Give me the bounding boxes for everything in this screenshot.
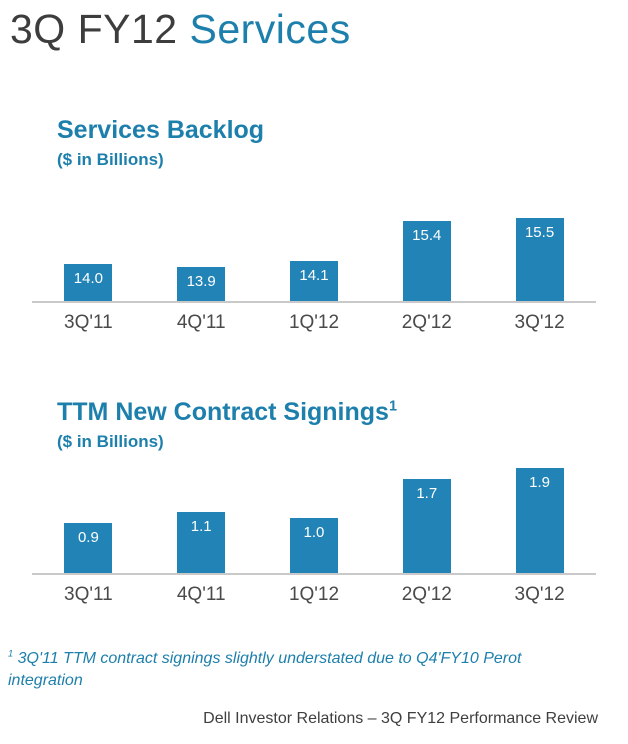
bar: 1.7 [402,479,451,573]
category-label: 1Q'12 [288,584,340,605]
bar: 13.9 [177,267,226,301]
bar-slot: 14.1 [258,203,371,301]
bar-value-label: 15.5 [524,224,555,241]
bar: 1.0 [289,518,338,573]
bar: 15.4 [402,221,451,301]
bar-value-label: 1.9 [529,474,550,491]
bar: 0.9 [64,523,113,573]
bar-slot: 1.7 [370,463,483,573]
page-title-dark: 3Q FY12 [10,6,178,52]
bar-slot: 14.0 [32,203,145,301]
signings-chart-title-sup: 1 [388,398,398,415]
category-label: 3Q'11 [64,312,113,333]
bar-slot: 1.0 [258,463,371,573]
bar-value-label: 13.9 [186,273,216,290]
category-label: 3Q'11 [64,584,113,605]
category-label: 2Q'12 [401,584,452,605]
backlog-chart-subtitle: ($ in Billions) [57,150,164,169]
page-title-accent: Services [189,6,351,52]
bar: 1.9 [515,468,564,573]
category-label: 3Q'12 [514,312,565,333]
footnote-text: 3Q'11 TTM contract signings slightly und… [8,650,522,689]
bar-value-label: 1.0 [303,524,325,541]
footer-text: Dell Investor Relations – 3Q FY12 Perfor… [203,710,598,727]
bar-slot: 0.9 [32,463,145,573]
bar-slot: 15.4 [370,203,483,301]
category-label: 3Q'12 [514,584,565,605]
bar: 14.1 [289,261,338,301]
bar-slot: 15.5 [483,203,596,301]
bar: 14.0 [64,264,113,301]
signings-chart-subtitle: ($ in Billions) [57,432,164,451]
bar-value-label: 1.1 [190,518,212,535]
bar-slot: 1.9 [483,463,596,573]
backlog-chart-title-text: Services Backlog [57,116,265,144]
signings-plot-area: 0.9 1.1 1.0 1.7 1.9 [32,463,596,575]
bar-value-label: 14.1 [299,267,329,284]
category-label: 2Q'12 [401,312,452,333]
bar-value-label: 0.9 [77,529,99,546]
footnote-sup: 1 [8,648,14,659]
bar-slot: 1.1 [145,463,258,573]
signings-category-axis: 3Q'11 4Q'11 1Q'12 2Q'12 3Q'12 [32,579,596,606]
signings-chart-title: TTM New Contract Signings1 [57,398,397,427]
footnote: 1 3Q'11 TTM contract signings slightly u… [8,648,594,691]
backlog-category-axis: 3Q'11 4Q'11 1Q'12 2Q'12 3Q'12 [32,307,596,334]
bar-value-label: 1.7 [416,485,438,502]
bar: 1.1 [177,512,226,573]
category-label: 1Q'12 [288,312,340,333]
backlog-chart-title: Services Backlog [57,116,264,145]
bar-slot: 13.9 [145,203,258,301]
bar: 15.5 [515,218,564,301]
category-label: 4Q'11 [176,312,226,333]
category-label: 4Q'11 [176,584,226,605]
page-title: 3Q FY12 Services [10,6,351,53]
backlog-plot-area: 14.0 13.9 14.1 15.4 15.5 [32,203,596,303]
bar-value-label: 14.0 [73,270,103,287]
bar-value-label: 15.4 [412,227,442,244]
signings-chart-title-text: TTM New Contract Signings [57,398,389,426]
